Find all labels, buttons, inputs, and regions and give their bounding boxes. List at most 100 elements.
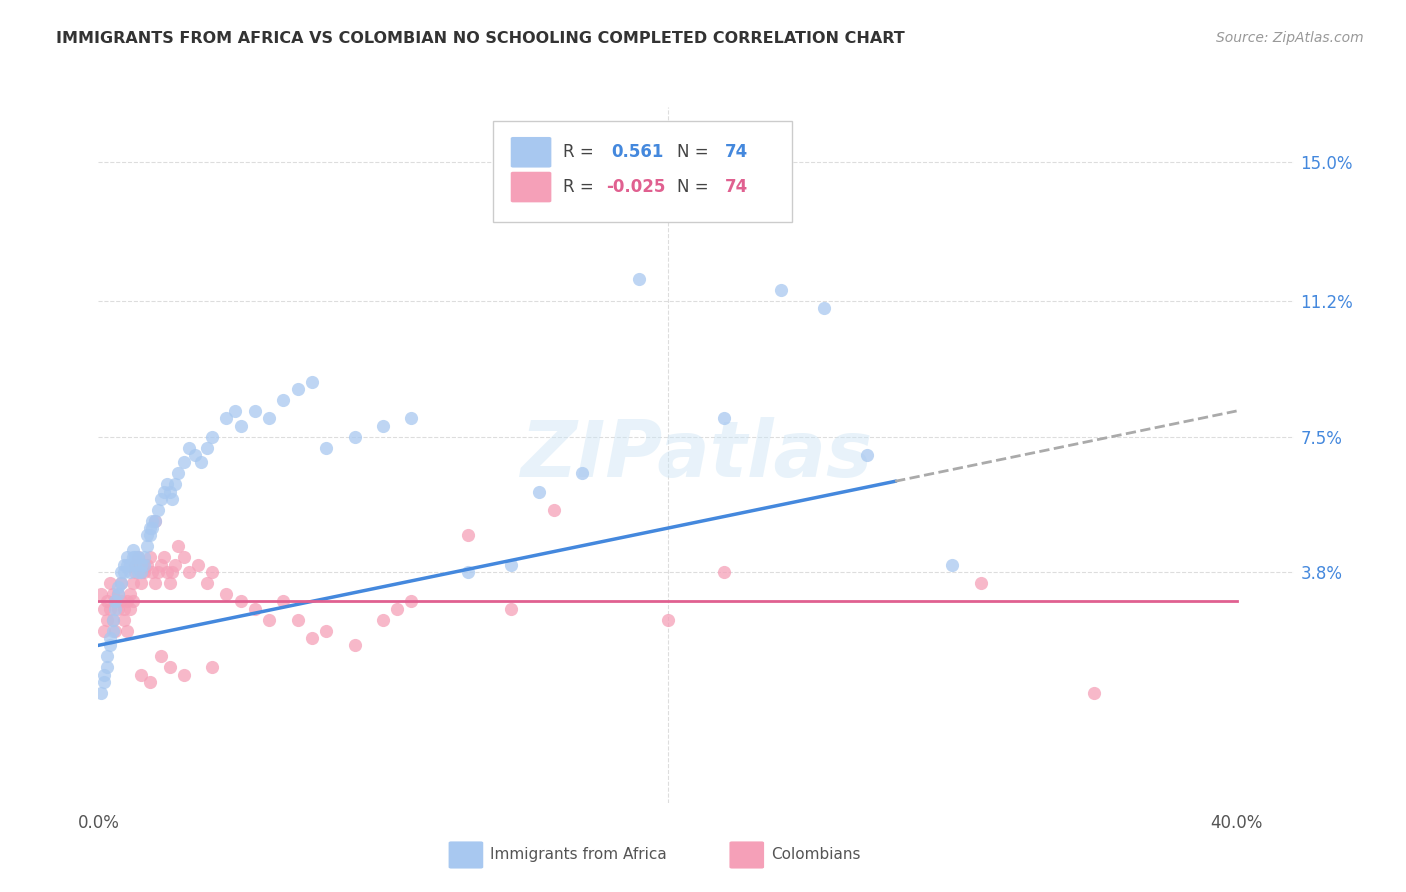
Point [121,594,143,608]
Point [104,624,127,638]
Point [96,613,118,627]
Point [343,638,366,652]
Point [129,558,152,572]
Point [143,576,166,591]
Point [179,441,201,455]
Point [167,467,190,481]
Point [110,565,132,579]
Point [93,675,115,690]
Point [96,594,118,608]
Text: Immigrants from Africa: Immigrants from Africa [491,847,668,863]
Point [143,514,166,528]
Text: -0.025: -0.025 [606,178,665,196]
FancyBboxPatch shape [510,172,551,202]
Point [127,558,149,572]
Point [173,455,195,469]
Point [141,521,163,535]
Point [543,503,565,517]
Point [499,558,522,572]
Point [135,540,157,554]
Point [121,550,143,565]
Point [287,382,309,396]
Point [110,594,132,608]
Point [190,455,212,469]
Point [124,550,146,565]
Point [129,565,152,579]
Point [135,558,157,572]
Point [371,613,394,627]
Point [273,594,295,608]
Point [107,587,129,601]
FancyBboxPatch shape [449,841,484,869]
Point [104,594,127,608]
Point [93,624,115,638]
Point [159,484,181,499]
Point [118,558,141,572]
Point [156,477,179,491]
Point [156,565,179,579]
Point [132,558,155,572]
Point [385,601,409,615]
Point [141,565,163,579]
Point [148,565,170,579]
Point [343,429,366,443]
Point [143,514,166,528]
Text: N =: N = [676,178,709,196]
Point [401,594,423,608]
Point [401,411,423,425]
Point [124,558,146,572]
Point [969,576,991,591]
Point [457,528,479,542]
Text: Source: ZipAtlas.com: Source: ZipAtlas.com [1216,31,1364,45]
Point [98,638,121,652]
Point [273,392,295,407]
Point [855,448,877,462]
Point [187,558,209,572]
Point [104,601,127,615]
Point [1083,686,1105,700]
Point [115,594,138,608]
Point [159,660,181,674]
Point [301,631,323,645]
Point [315,624,337,638]
Point [184,448,207,462]
Point [98,631,121,645]
Point [571,467,593,481]
Point [101,613,124,627]
Point [107,587,129,601]
Point [150,558,173,572]
Text: R =: R = [564,178,595,196]
Text: 0.561: 0.561 [612,144,664,161]
Point [90,587,112,601]
Point [93,667,115,681]
Point [129,565,152,579]
Point [138,550,160,565]
Point [115,624,138,638]
Point [162,491,184,506]
Point [138,528,160,542]
FancyBboxPatch shape [510,137,551,168]
Point [98,576,121,591]
Point [173,550,195,565]
Point [135,528,157,542]
Point [129,576,152,591]
Point [257,411,280,425]
Point [121,576,143,591]
Point [287,613,309,627]
Point [813,301,835,316]
Point [153,484,176,499]
Point [529,484,551,499]
Point [138,521,160,535]
Point [110,576,132,591]
Point [195,576,218,591]
Point [713,411,735,425]
Point [118,565,141,579]
Point [229,418,252,433]
Point [132,565,155,579]
Point [173,667,195,681]
Point [153,550,176,565]
Point [98,601,121,615]
Point [243,404,266,418]
Point [301,375,323,389]
Point [124,565,146,579]
